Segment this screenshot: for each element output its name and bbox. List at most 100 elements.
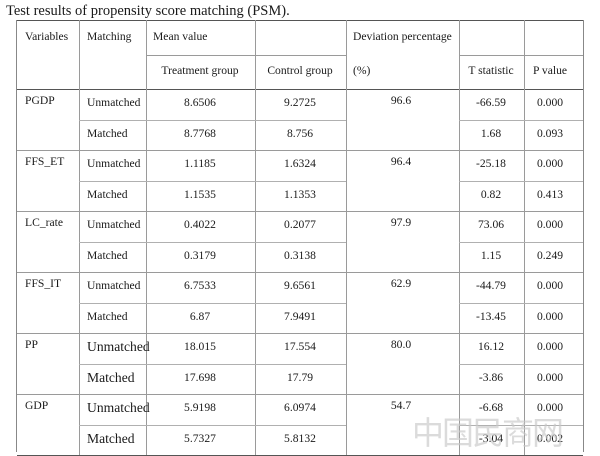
control-mean: 5.8132: [284, 431, 316, 445]
deviation-value: 97.9: [390, 216, 412, 229]
table-rule: [459, 302, 583, 304]
t-statistic: 73.06: [477, 218, 505, 231]
table-rule: [79, 119, 346, 121]
table-rule: [17, 394, 583, 395]
treatment-mean: 8.7768: [184, 126, 216, 140]
matching-status: Matched: [87, 309, 128, 323]
table-rule: [79, 180, 346, 182]
control-mean: 1.6324: [284, 157, 316, 170]
column-divider: [146, 20, 147, 455]
control-mean: 17.554: [284, 340, 316, 353]
column-divider: [79, 20, 80, 455]
header-matching: Matching: [87, 30, 132, 43]
header-t-statistic: T statistic: [468, 64, 514, 77]
p-value: 0.000: [536, 309, 564, 323]
control-mean: 0.2077: [284, 218, 316, 231]
header-p-value: P value: [532, 64, 568, 77]
table-rule: [459, 241, 583, 243]
table-rule: [79, 241, 346, 243]
table-rule: [17, 150, 583, 151]
p-value: 0.249: [536, 248, 564, 262]
psm-results-table: Variables Matching Mean value Treatment gro…: [16, 20, 584, 456]
t-statistic: -13.45: [476, 309, 506, 323]
treatment-mean: 0.4022: [184, 218, 216, 231]
variable-name: FFS_IT: [25, 277, 62, 290]
header-deviation-unit: (%): [353, 64, 371, 77]
matching-status: Unmatched: [87, 218, 141, 231]
t-statistic: 16.12: [477, 340, 505, 353]
treatment-mean: 1.1185: [184, 157, 216, 170]
variable-name: PGDP: [25, 94, 55, 107]
t-statistic: -25.18: [476, 157, 506, 170]
matching-status: Matched: [87, 126, 128, 140]
header-treatment-group: Treatment group: [161, 64, 239, 77]
matching-status: Matched: [87, 430, 135, 446]
p-value: 0.000: [536, 279, 564, 292]
table-rule: [459, 119, 583, 121]
table-rule: [17, 211, 583, 212]
table-rule: [17, 272, 583, 273]
t-statistic: 1.15: [480, 248, 502, 262]
control-mean: 9.2725: [284, 96, 316, 109]
p-value: 0.002: [536, 431, 564, 445]
deviation-value: 54.7: [390, 399, 412, 412]
treatment-mean: 17.698: [184, 370, 216, 384]
t-statistic: 0.82: [480, 187, 502, 201]
control-mean: 9.6561: [284, 279, 316, 292]
control-mean: 8.756: [286, 126, 314, 140]
treatment-mean: 5.9198: [184, 401, 216, 414]
table-rule: [79, 363, 346, 365]
t-statistic: -6.68: [478, 401, 504, 414]
matching-status: Unmatched: [87, 279, 141, 292]
p-value: 0.000: [536, 157, 564, 170]
matching-status: Matched: [87, 369, 135, 385]
treatment-mean: 6.87: [189, 309, 211, 323]
variable-name: FFS_ET: [25, 155, 65, 168]
site-watermark: 中国民商网: [412, 414, 564, 452]
control-mean: 7.9491: [284, 309, 316, 323]
treatment-mean: 6.7533: [184, 279, 216, 292]
header-deviation: Deviation percentage: [353, 30, 452, 43]
variable-name: PP: [25, 338, 38, 351]
t-statistic: -3.04: [478, 431, 504, 445]
p-value: 0.000: [536, 340, 564, 353]
control-mean: 1.1353: [284, 187, 316, 201]
treatment-mean: 18.015: [184, 340, 216, 353]
t-statistic: 1.68: [480, 126, 502, 140]
table-rule: [459, 180, 583, 182]
control-mean: 17.79: [286, 370, 314, 384]
column-divider: [524, 20, 525, 455]
column-divider: [459, 20, 460, 455]
p-value: 0.000: [536, 96, 564, 109]
p-value: 0.413: [536, 187, 564, 201]
table-rule: [459, 363, 583, 365]
control-mean: 0.3138: [284, 248, 316, 262]
treatment-mean: 5.7327: [184, 431, 216, 445]
table-rule: [459, 424, 583, 426]
treatment-mean: 0.3179: [184, 248, 216, 262]
deviation-value: 96.4: [390, 155, 412, 168]
t-statistic: -66.59: [476, 96, 506, 109]
matching-status: Unmatched: [87, 96, 141, 109]
matching-status: Matched: [87, 187, 128, 201]
variable-name: GDP: [25, 399, 49, 412]
treatment-mean: 1.1535: [184, 187, 216, 201]
matching-status: Unmatched: [87, 157, 141, 170]
p-value: 0.000: [536, 370, 564, 384]
table-rule: [79, 424, 346, 426]
variable-name: LC_rate: [25, 216, 63, 229]
t-statistic: -44.79: [476, 279, 506, 292]
matching-status: Unmatched: [87, 400, 150, 415]
table-caption: Test results of propensity score matchin…: [6, 3, 290, 19]
table-rule: [17, 20, 583, 21]
header-mean-value: Mean value: [153, 30, 208, 43]
table-rule: [79, 302, 346, 304]
column-divider: [255, 20, 256, 455]
treatment-mean: 8.6506: [184, 96, 216, 109]
table-rule: [459, 55, 583, 56]
p-value: 0.000: [536, 218, 564, 231]
deviation-value: 96.6: [390, 94, 412, 107]
control-mean: 6.0974: [284, 401, 316, 414]
column-divider: [346, 20, 347, 455]
matching-status: Unmatched: [87, 339, 150, 354]
